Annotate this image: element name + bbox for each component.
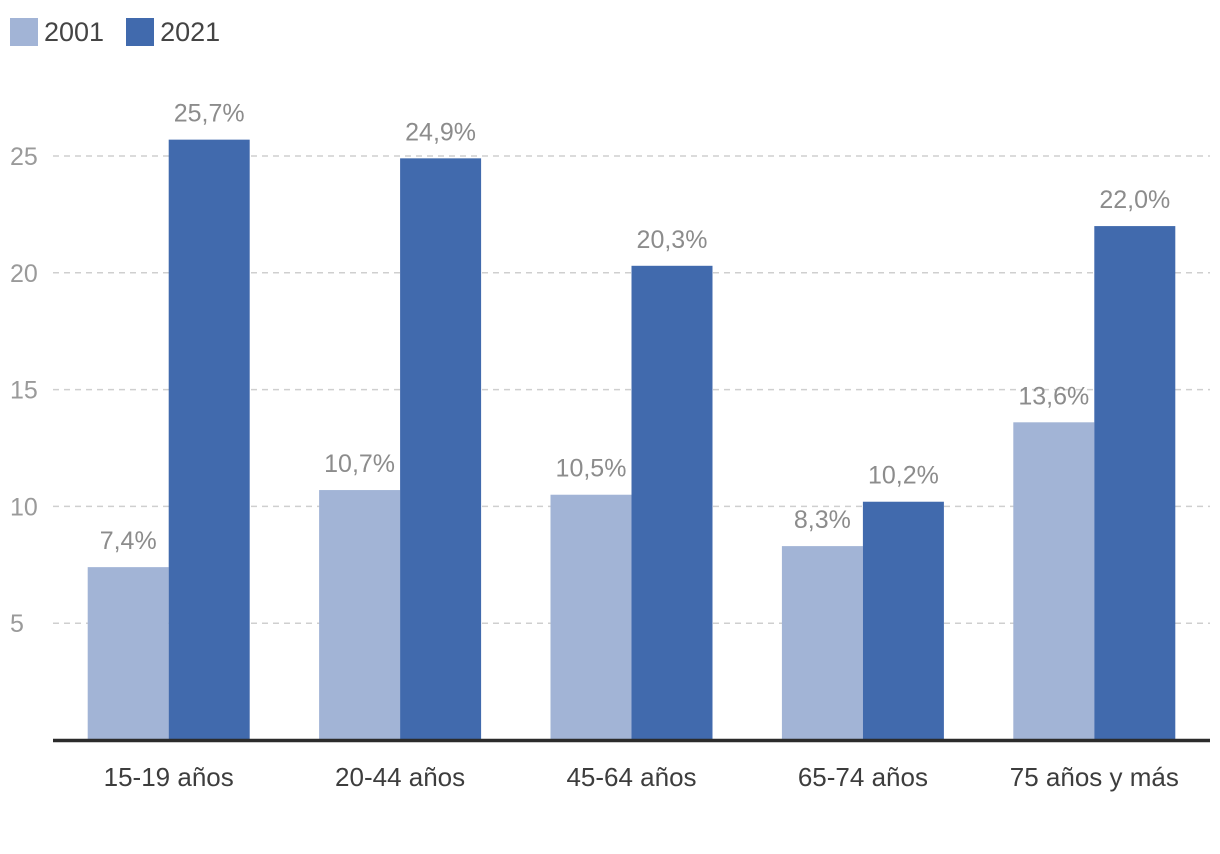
data-label-2001-0: 7,4% — [100, 527, 157, 555]
data-label-2001-3: 8,3% — [794, 506, 851, 534]
y-tick-label-25: 25 — [10, 143, 38, 171]
data-label-2001-2: 10,5% — [556, 455, 627, 483]
legend-label-2001: 2001 — [44, 16, 105, 47]
y-tick-label-10: 10 — [10, 493, 38, 521]
y-tick-label-20: 20 — [10, 260, 38, 288]
bar-2021-4 — [1094, 226, 1176, 740]
bar-2001-4 — [1013, 422, 1095, 740]
legend-item-2021: 2021 — [126, 17, 220, 48]
x-category-label-4: 75 años y más — [1010, 762, 1179, 792]
legend-swatch-2021 — [126, 18, 155, 46]
bar-2021-1 — [400, 158, 482, 740]
bar-2001-2 — [550, 494, 632, 740]
x-category-label-0: 15-19 años — [104, 762, 234, 792]
y-tick-label-15: 15 — [10, 377, 38, 405]
data-label-2021-2: 20,3% — [637, 226, 708, 254]
legend-label-2021: 2021 — [160, 16, 221, 47]
bar-2021-3 — [862, 501, 944, 740]
legend-swatch-2001 — [10, 18, 38, 46]
x-category-label-2: 45-64 años — [566, 762, 696, 792]
bar-2021-2 — [631, 265, 713, 740]
data-label-2021-1: 24,9% — [405, 118, 476, 146]
data-label-2001-1: 10,7% — [324, 450, 395, 478]
bar-2001-3 — [781, 546, 863, 740]
bar-2021-0 — [168, 139, 250, 740]
data-label-2021-4: 22,0% — [1099, 186, 1170, 214]
bar-2001-0 — [87, 567, 169, 740]
bar-2001-1 — [319, 490, 401, 740]
legend-item-2001: 2001 — [10, 17, 104, 48]
legend: 2001 2021 — [10, 14, 242, 50]
x-category-label-3: 65-74 años — [798, 762, 928, 792]
data-label-2021-3: 10,2% — [868, 462, 939, 490]
y-tick-label-5: 5 — [10, 610, 24, 638]
data-label-2021-0: 25,7% — [174, 100, 245, 128]
data-label-2001-4: 13,6% — [1018, 382, 1089, 410]
x-category-label-1: 20-44 años — [335, 762, 465, 792]
